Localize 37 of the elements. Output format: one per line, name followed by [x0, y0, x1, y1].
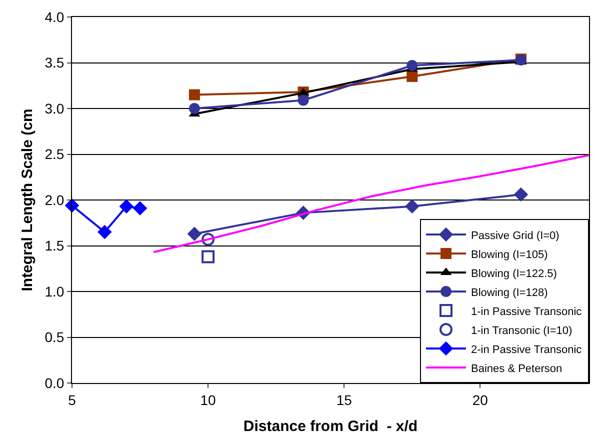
point [406, 60, 418, 71]
point [119, 199, 134, 214]
point [64, 198, 80, 213]
y-tick-label: 2.0 [44, 192, 64, 208]
legend-label: Baines & Peterson [471, 362, 562, 375]
point [298, 94, 309, 106]
legend-label: 1-in Passive Transonic [471, 306, 582, 318]
y-axis-title: Integral Length Scale (cm [19, 108, 36, 292]
x-tick-label: 5 [68, 392, 76, 408]
legend-label: 1-in Transonic (I=10) [471, 324, 572, 337]
y-tick-label: 0.0 [44, 374, 64, 391]
x-tick-label: 20 [472, 392, 488, 408]
legend-label: Blowing (I=105) [471, 248, 548, 261]
point [514, 187, 528, 202]
legend-label: 2-in Passive Transonic [471, 344, 582, 356]
y-tick-label: 2.5 [44, 146, 64, 162]
point [404, 199, 420, 214]
point [202, 232, 215, 246]
point [406, 70, 418, 82]
y-tick-label: 1.5 [44, 238, 64, 254]
legend-label: Blowing (I=128) [471, 286, 548, 299]
y-tick-label: 4.0 [44, 8, 64, 25]
point [187, 226, 202, 242]
x-tick-label: 10 [200, 392, 216, 408]
legend-label: Blowing (I=122.5) [471, 268, 557, 280]
point [188, 89, 200, 100]
point [188, 103, 200, 114]
y-tick-label: 3.5 [44, 54, 64, 71]
y-tick-label: 3.0 [44, 100, 64, 116]
x-axis-title: Distance from Grid - x/d [243, 418, 418, 435]
point [132, 201, 148, 216]
x-tick-label: 15 [336, 392, 352, 408]
point [98, 224, 112, 240]
legend-label: Passive Grid (I=0) [471, 230, 560, 242]
y-tick-label: 1.0 [44, 283, 64, 300]
y-tick-label: 0.5 [44, 329, 64, 346]
point [202, 250, 215, 264]
